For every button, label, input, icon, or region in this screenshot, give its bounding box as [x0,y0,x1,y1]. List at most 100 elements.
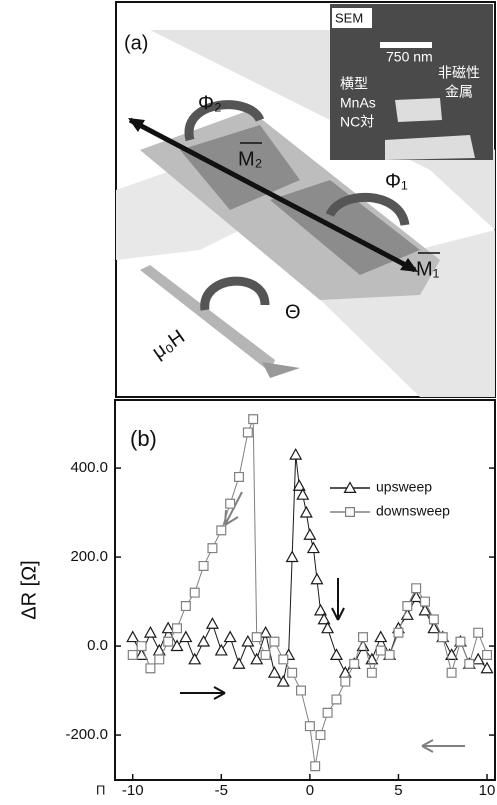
x-tick-label: 0 [306,782,314,799]
marker [329,648,343,660]
rotation-arrow [200,276,270,311]
marker [446,667,457,678]
scale-bar [380,42,432,48]
marker [366,667,377,678]
marker [250,652,264,665]
marker [285,550,299,563]
marker [437,632,448,643]
marker [242,427,253,438]
marker [180,601,191,612]
marker [135,648,149,660]
panel-b: (b) ΔR [Ω] Π -200.0 0.0 200.0 400.0 -10 -5 0 5 10 up… [18,399,496,799]
inset-label: MnAs [340,95,376,111]
marker [409,590,423,603]
marker [480,661,494,674]
marker [170,639,184,652]
marker [126,630,140,643]
marker [278,654,289,665]
marker [269,636,280,647]
marker [234,471,245,482]
marker [374,630,388,643]
x-tick-label: 10 [479,782,496,799]
marker [189,587,200,598]
marker [259,625,273,638]
x-axis-label: Π [96,782,105,797]
arrow-head [400,258,418,272]
marker [402,601,413,612]
field-arrow-head [262,362,300,378]
angle-label: Φ₁ [385,170,408,192]
sweep-arrow [180,686,226,700]
y-tick-label: 0.0 [87,637,108,654]
y-axis-label: ΔR [Ω] [18,560,40,619]
sem-tag [332,8,372,28]
marker [287,667,298,678]
marker [172,623,183,634]
nanocluster [180,125,300,210]
rotation-arrow [325,192,410,227]
marker [232,657,246,669]
marker [393,627,404,638]
marker [315,730,326,741]
x-tick-label: 5 [394,782,402,799]
marker [375,645,386,656]
marker [349,658,360,669]
legend-label: upsweep [376,479,432,495]
moment-label: M₂ [238,148,262,170]
angle-label: Φ₂ [198,92,222,114]
sem-label: SEM [335,10,363,25]
marker [223,630,237,643]
inset-label: NC対 [340,114,374,130]
sem-cluster [395,98,442,122]
series-line [132,454,488,683]
marker [455,636,466,647]
y-tick-label: 400.0 [70,459,108,476]
marker [482,649,493,660]
panel-label: (b) [130,426,157,451]
panel-label: (a) [124,32,148,54]
marker [127,649,138,660]
legend-label: downsweep [376,503,450,519]
marker [163,636,174,647]
x-tick-label: -10 [122,782,144,799]
marker [214,643,228,656]
marker [464,658,475,669]
scale-label: 750 nm [386,49,433,65]
marker [345,507,355,517]
marker [225,498,236,509]
marker [473,627,484,638]
marker [303,528,317,540]
rotation-arrow [184,100,265,142]
marker [420,596,431,607]
inset-label: 非磁性 [438,65,480,81]
angle-label: Θ [285,301,301,323]
marker [152,643,166,656]
marker [292,479,306,491]
marker [427,621,441,634]
panel-a: (a) SEM 750 nm 非磁性 金属 横型 MnAs NC対 Φ₂ M₂ … [115,1,496,398]
marker [445,648,459,660]
marker [188,652,202,665]
marker [471,652,485,665]
marker [207,543,218,554]
marker [313,603,328,616]
marker [154,654,165,665]
marker [322,707,333,718]
marker [340,676,351,687]
magnetization-axis [128,117,417,273]
inset-label: 横型 [340,76,368,92]
marker [161,621,175,634]
marker [331,694,342,705]
y-tick-label: -200.0 [65,726,108,743]
marker [306,541,320,554]
marker [310,761,321,772]
plot-frame [114,399,496,781]
inset-label: 金属 [445,84,473,100]
marker [299,505,313,518]
field-arrow [140,265,275,372]
marker [296,685,307,696]
marker [251,632,262,643]
marker [248,414,259,425]
